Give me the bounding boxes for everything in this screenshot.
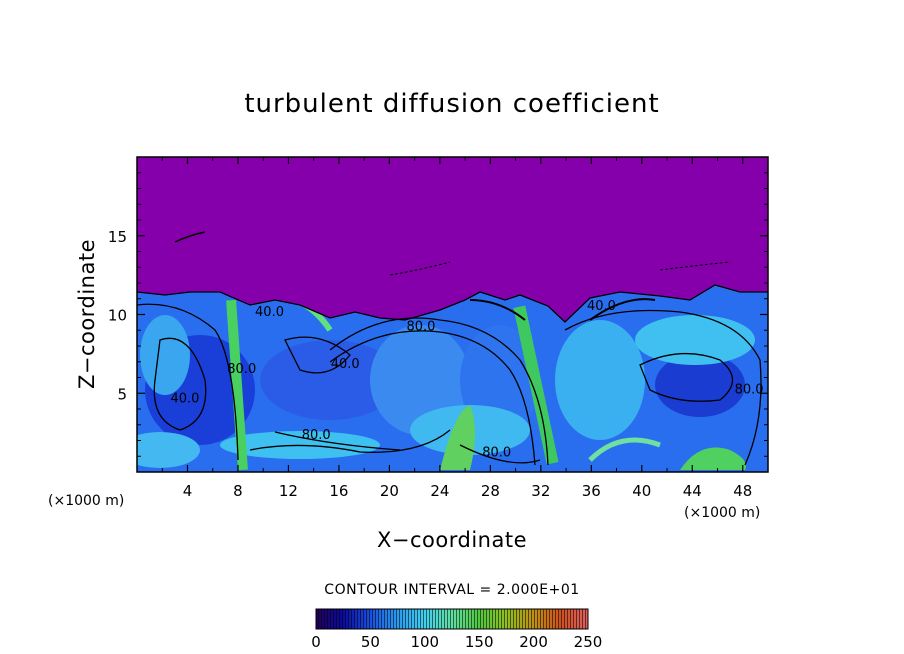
colorbar-tick-label: 200 <box>519 633 548 651</box>
contour-label: 80.0 <box>227 362 256 377</box>
y-axis: 5 10 15 <box>108 172 768 457</box>
contour-label: 40.0 <box>170 392 199 407</box>
colorbar-tick-label: 250 <box>574 633 603 651</box>
chart-title: turbulent diffusion coefficient <box>244 89 659 119</box>
x-tick-label: 12 <box>279 482 298 500</box>
contour-label: 80.0 <box>482 445 511 460</box>
x-tick-label: 28 <box>481 482 500 500</box>
y-tick-label: 10 <box>108 307 127 325</box>
contour-label: 80.0 <box>406 319 435 334</box>
colorbar: 0 50 100 150 200 250 <box>311 608 602 651</box>
x-unit-left: (×1000 m) <box>48 493 124 509</box>
colorbar-ticks: 0 50 100 150 200 250 <box>311 633 602 651</box>
field-upper-layer <box>137 157 768 322</box>
x-axis: 4 8 12 16 20 24 28 32 36 40 44 48 <box>161 157 752 500</box>
colorbar-tick-label: 150 <box>465 633 494 651</box>
y-tick-label: 15 <box>108 228 127 246</box>
x-unit-right: (×1000 m) <box>684 505 760 521</box>
x-tick-label: 32 <box>531 482 550 500</box>
x-tick-label: 48 <box>733 482 752 500</box>
colorbar-tick-label: 0 <box>311 633 321 651</box>
contour-label: 40.0 <box>255 305 284 320</box>
contour-label: 80.0 <box>735 382 764 397</box>
contour-label: 40.0 <box>331 357 360 372</box>
field-shading <box>137 293 755 471</box>
x-tick-label: 20 <box>380 482 399 500</box>
x-tick-label: 8 <box>233 482 243 500</box>
x-tick-label: 40 <box>632 482 651 500</box>
contour-interval-label: CONTOUR INTERVAL = 2.000E+01 <box>324 582 579 598</box>
colorbar-tick-label: 100 <box>410 633 439 651</box>
x-tick-label: 44 <box>683 482 702 500</box>
contour-labels: 40.0 80.0 40.0 40.0 80.0 80.0 80.0 40.0 80.0 <box>170 299 763 460</box>
y-axis-label: Z−coordinate <box>75 239 99 389</box>
contour-label: 80.0 <box>302 428 331 443</box>
contour-label: 40.0 <box>587 299 616 314</box>
colorbar-frame <box>315 608 589 630</box>
x-tick-label: 24 <box>430 482 449 500</box>
y-tick-label: 5 <box>117 385 127 403</box>
x-axis-label: X−coordinate <box>377 528 527 552</box>
x-tick-label: 4 <box>183 482 193 500</box>
colorbar-tick-label: 50 <box>361 633 380 651</box>
x-tick-label: 36 <box>582 482 601 500</box>
x-tick-label: 16 <box>329 482 348 500</box>
colorbar-stripes <box>316 609 588 629</box>
plot-area: 40.0 80.0 40.0 40.0 80.0 80.0 80.0 40.0 80.0 <box>137 157 768 472</box>
contour-lines <box>137 231 768 466</box>
